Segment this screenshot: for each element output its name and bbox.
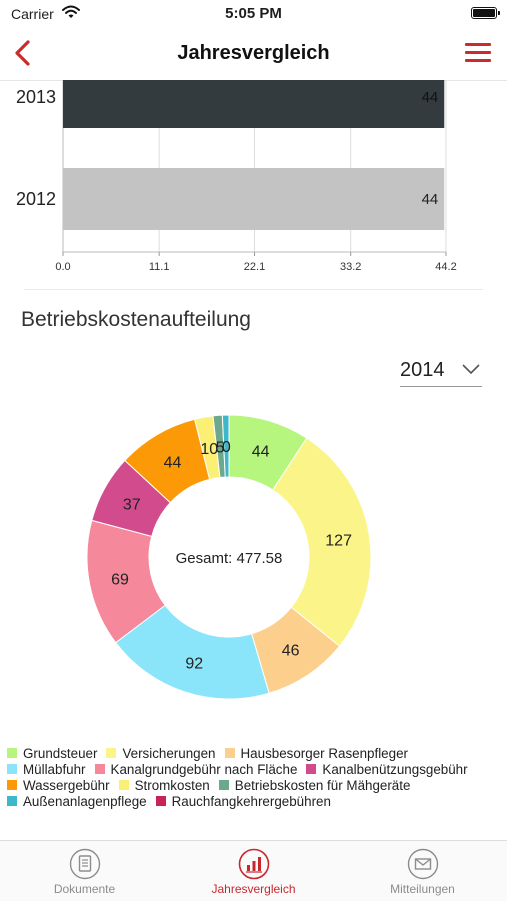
legend-label: Hausbesorger Rasenpfleger xyxy=(240,745,408,761)
donut-slice-label: 0 xyxy=(222,439,231,456)
donut-hole xyxy=(158,486,300,628)
bar-value-label: 44 xyxy=(422,89,439,106)
donut-center-label: Gesamt: 477.58 xyxy=(176,550,283,567)
legend-label: Kanalgrundgebühr nach Fläche xyxy=(110,761,298,777)
legend-item: Außenanlagenpflege xyxy=(7,793,147,809)
battery-icon xyxy=(471,7,500,19)
legend-item: Stromkosten xyxy=(118,777,210,793)
donut-slice xyxy=(272,437,372,647)
legend-label: Kanalbenützungsgebühr xyxy=(322,761,468,777)
navigation-bar: Jahresvergleich xyxy=(0,28,507,81)
donut-slice-label: 127 xyxy=(325,533,352,550)
legend-label: Rauchfangkehrergebühren xyxy=(171,793,331,809)
tab-label: Jahresvergleich xyxy=(211,882,296,896)
legend-item: Grundsteuer xyxy=(7,745,97,761)
legend-label: Grundsteuer xyxy=(23,745,98,761)
tab-jahresvergleich[interactable]: Jahresvergleich xyxy=(169,841,338,901)
legend-label: Müllabfuhr xyxy=(23,761,86,777)
bar-tick-label: 0.0 xyxy=(55,261,70,273)
cost-legend: Grundsteuer Versicherungen Hausbesorger Ra… xyxy=(7,745,502,809)
tab-label: Dokumente xyxy=(53,882,116,896)
bar-value-label: 44 xyxy=(422,191,439,208)
donut-slice-label: 10 xyxy=(200,441,218,458)
donut-slice xyxy=(115,604,270,700)
page-title: Jahresvergleich xyxy=(177,42,330,64)
legend-swatch xyxy=(106,748,117,758)
donut-slice-label: 92 xyxy=(185,655,203,672)
mail-icon xyxy=(407,848,438,880)
legend-label: Außenanlagenpflege xyxy=(23,793,147,809)
year-dropdown[interactable]: 2014 xyxy=(400,356,482,387)
bar-tick-label: 22.1 xyxy=(244,261,265,273)
carrier-label: Carrier xyxy=(11,6,54,22)
bar-2012 xyxy=(63,168,445,230)
donut-slices xyxy=(86,414,372,700)
legend-swatch xyxy=(94,764,105,774)
bar-category-label: 2012 xyxy=(16,189,56,209)
legend-swatch xyxy=(118,780,129,790)
bar-category-label: 2013 xyxy=(16,87,56,107)
legend-swatch xyxy=(7,764,17,774)
section-title: Betriebskostenaufteilung xyxy=(21,308,251,331)
year-comparison-chart: 2013 44 2012 44 0.0 11.1 22.1 33.2 44.2 xyxy=(16,80,457,273)
legend-item: Wassergebühr xyxy=(7,777,110,793)
section-divider xyxy=(24,289,483,290)
legend-item: Versicherungen xyxy=(106,745,216,761)
bar-chart-icon xyxy=(238,848,269,880)
legend-item: Kanalgrundgebühr nach Fläche xyxy=(94,761,298,777)
legend-swatch xyxy=(155,796,166,806)
tab-bar: Dokumente Jahresvergleich Mitteilungen xyxy=(0,840,507,901)
legend-swatch xyxy=(7,796,17,806)
bar-ticks: 0.0 11.1 22.1 33.2 44.2 xyxy=(55,252,457,273)
legend-swatch xyxy=(306,764,317,774)
chevron-down-icon xyxy=(462,364,480,375)
legend-item: Hausbesorger Rasenpfleger xyxy=(224,745,408,761)
donut-slice-label: 69 xyxy=(111,571,129,588)
bar-rows: 2013 44 2012 44 xyxy=(16,80,445,230)
legend-swatch xyxy=(7,780,17,790)
bar-2013 xyxy=(63,80,445,128)
legend-swatch xyxy=(7,748,17,758)
wifi-icon xyxy=(62,5,80,18)
legend-swatch xyxy=(218,780,229,790)
legend-item: Müllabfuhr xyxy=(7,761,86,777)
donut-slice xyxy=(221,414,230,478)
year-dropdown-value: 2014 xyxy=(400,359,445,381)
legend-swatch xyxy=(224,748,235,758)
hamburger-menu-icon[interactable] xyxy=(465,43,491,63)
legend-item: Kanalbenützungsgebühr xyxy=(306,761,468,777)
donut-slice-label: 44 xyxy=(252,444,270,461)
clock: 5:05 PM xyxy=(225,5,282,22)
donut-slice-label: 46 xyxy=(282,642,300,659)
tab-dokumente[interactable]: Dokumente xyxy=(0,841,169,901)
legend-label: Versicherungen xyxy=(122,745,216,761)
legend-item: Rauchfangkehrergebühren xyxy=(155,793,331,809)
tab-mitteilungen[interactable]: Mitteilungen xyxy=(338,841,507,901)
legend-label: Betriebskosten für Mähgeräte xyxy=(234,777,411,793)
bar-tick-label: 11.1 xyxy=(149,261,170,273)
legend-label: Wassergebühr xyxy=(23,777,110,793)
document-icon xyxy=(69,848,100,880)
donut-slice-label: 5 xyxy=(216,439,225,456)
bar-tick-label: 44.2 xyxy=(435,261,456,273)
donut-slice-label: 44 xyxy=(164,454,182,471)
legend-item: Betriebskosten für Mähgeräte xyxy=(218,777,411,793)
tab-label: Mitteilungen xyxy=(390,882,455,896)
donut-slice-label: 37 xyxy=(123,496,141,513)
legend-label: Stromkosten xyxy=(134,777,210,793)
back-button[interactable] xyxy=(10,38,38,68)
status-bar: Carrier 5:05 PM xyxy=(0,0,507,28)
bar-tick-label: 33.2 xyxy=(340,261,361,273)
